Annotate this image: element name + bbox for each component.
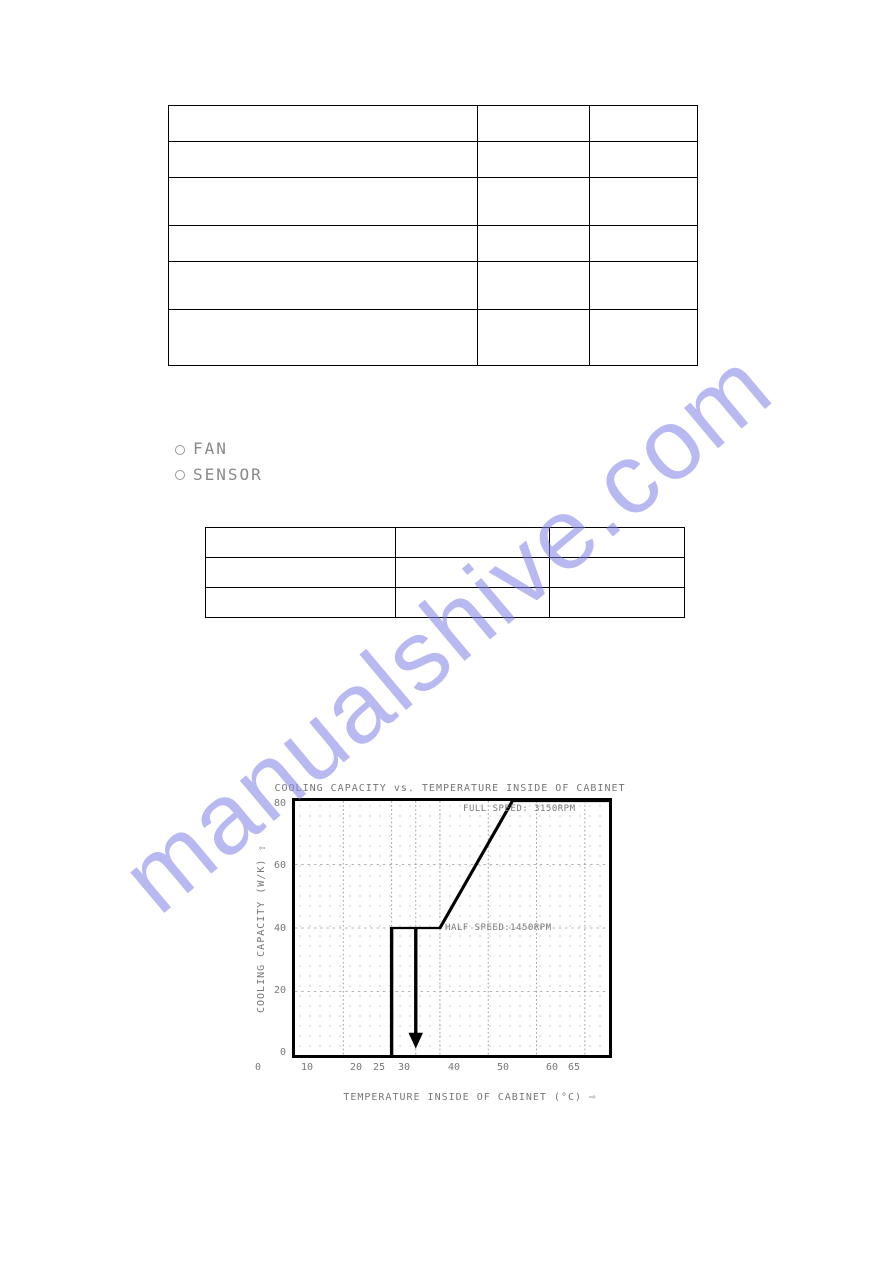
table-row (169, 262, 698, 310)
annotation-half-speed: HALF SPEED:1450RPM (445, 923, 552, 933)
chart-title: COOLING CAPACITY vs. TEMPERATURE INSIDE … (255, 783, 645, 794)
x-tick: 40 (448, 1062, 460, 1073)
y-tick: 40 (274, 923, 286, 934)
table-row (169, 226, 698, 262)
x-tick: 0 (255, 1062, 261, 1073)
x-tick: 25 (373, 1062, 385, 1073)
mode-table (205, 527, 685, 618)
x-axis-ticks: 0 10 20 25 30 40 50 60 65 (255, 1062, 645, 1076)
x-tick: 65 (568, 1062, 580, 1073)
spec-table (168, 105, 698, 366)
plot-area: HALF SPEED:1450RPM FULL SPEED: 3150RPM (292, 798, 612, 1058)
y-axis-ticks: 80 60 40 20 0 (274, 798, 292, 1058)
y-tick: 60 (274, 860, 286, 871)
legend-label: FAN (193, 439, 228, 458)
y-axis-label: COOLING CAPACITY (W/K) ⇧ (255, 798, 268, 1058)
legend-markers: FAN SENSOR (175, 436, 893, 487)
annotation-full-speed: FULL SPEED: 3150RPM (463, 804, 575, 814)
table-row (169, 106, 698, 142)
x-tick: 50 (497, 1062, 509, 1073)
x-tick: 30 (398, 1062, 410, 1073)
y-tick: 20 (274, 985, 286, 996)
x-tick: 60 (546, 1062, 558, 1073)
arrow-right-icon: ⇨ (589, 1090, 597, 1103)
x-tick: 10 (301, 1062, 313, 1073)
cooling-chart: COOLING CAPACITY vs. TEMPERATURE INSIDE … (255, 783, 645, 1103)
y-tick: 80 (274, 798, 286, 809)
x-tick: 20 (350, 1062, 362, 1073)
marker-circle-icon (175, 470, 185, 480)
table-row (206, 558, 685, 588)
table-row (206, 588, 685, 618)
x-axis-label: TEMPERATURE INSIDE OF CABINET (°C) ⇨ (295, 1090, 645, 1103)
table-row (169, 142, 698, 178)
table-row (169, 178, 698, 226)
marker-circle-icon (175, 445, 185, 455)
legend-label: SENSOR (193, 465, 263, 484)
table-row (206, 528, 685, 558)
y-tick: 0 (274, 1047, 286, 1058)
legend-item: SENSOR (175, 462, 893, 488)
table-row (169, 310, 698, 366)
legend-item: FAN (175, 436, 893, 462)
arrow-up-icon: ⇧ (255, 844, 268, 852)
